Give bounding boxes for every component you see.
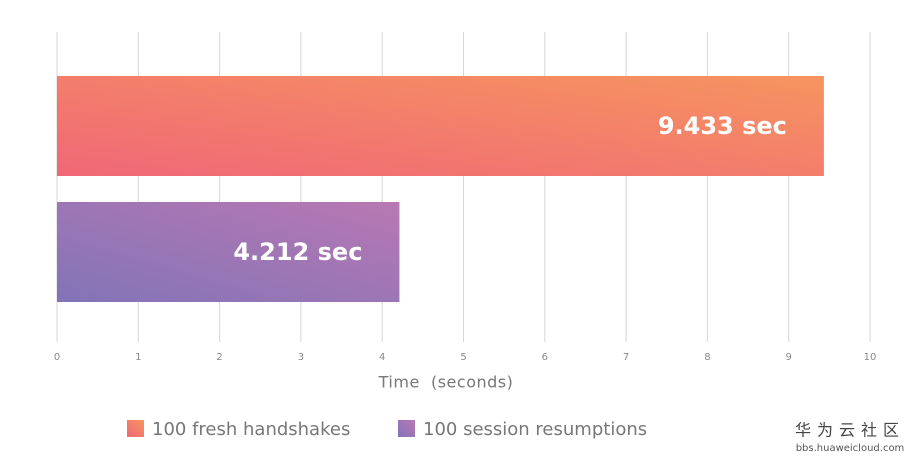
bar — [57, 202, 400, 302]
x-tick-label: 7 — [623, 352, 629, 363]
x-tick-label: 8 — [704, 352, 710, 363]
watermark-title: 华为云社区 — [795, 421, 905, 440]
value-label: 9.433 sec — [658, 112, 787, 140]
x-tick-label: 10 — [864, 352, 877, 363]
legend-label: 100 session resumptions — [423, 419, 647, 440]
x-tick-label: 1 — [135, 352, 141, 363]
bar — [57, 76, 824, 176]
value-label: 4.212 sec — [233, 238, 362, 266]
x-tick-label: 4 — [379, 352, 385, 363]
x-tick-label: 9 — [786, 352, 792, 363]
x-tick-label: 5 — [460, 352, 466, 363]
legend-swatch — [398, 420, 415, 437]
x-tick-label: 3 — [298, 352, 304, 363]
legend-label: 100 fresh handshakes — [152, 419, 350, 440]
watermark-url: bbs.huaweicloud.com — [796, 443, 905, 454]
x-tick-label: 6 — [542, 352, 548, 363]
x-tick-label: 2 — [216, 352, 222, 363]
legend-swatch — [127, 420, 144, 437]
x-axis-label: Time (seconds) — [378, 373, 514, 392]
x-tick-label: 0 — [54, 352, 60, 363]
